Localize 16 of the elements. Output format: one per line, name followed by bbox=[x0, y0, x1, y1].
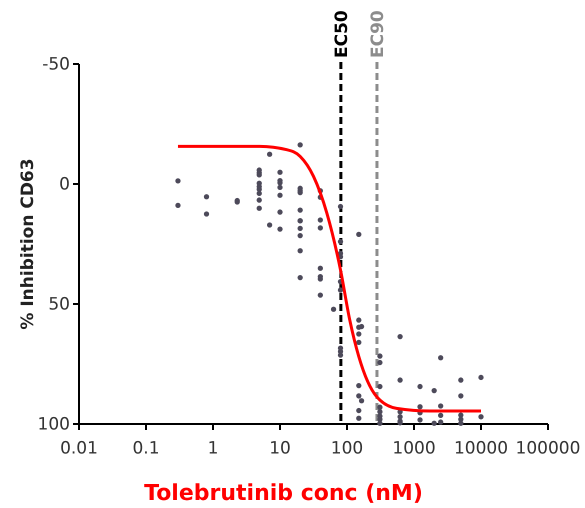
y-tick-label: 50 bbox=[48, 294, 70, 314]
y-tick-label: -50 bbox=[42, 54, 70, 74]
ref-line-label: EC90 bbox=[368, 10, 388, 58]
x-tick-label: 10 bbox=[269, 438, 291, 458]
x-tick-label: 0.1 bbox=[132, 438, 160, 458]
y-tick-label: 0 bbox=[59, 174, 70, 194]
x-tick-label: 0.01 bbox=[60, 438, 98, 458]
x-axis-title: Tolebrutinib conc (nM) bbox=[144, 481, 423, 506]
y-axis-title: % Inhibition CD63 bbox=[18, 158, 38, 330]
x-tick-label: 1000 bbox=[392, 438, 436, 458]
ref-line-label: EC50 bbox=[332, 10, 352, 58]
x-tick-label: 10000 bbox=[454, 438, 508, 458]
x-tick-label: 100 bbox=[330, 438, 364, 458]
x-tick-label: 1 bbox=[208, 438, 218, 458]
y-tick-label: 100 bbox=[38, 414, 70, 434]
x-tick-label: 100000 bbox=[516, 438, 580, 458]
